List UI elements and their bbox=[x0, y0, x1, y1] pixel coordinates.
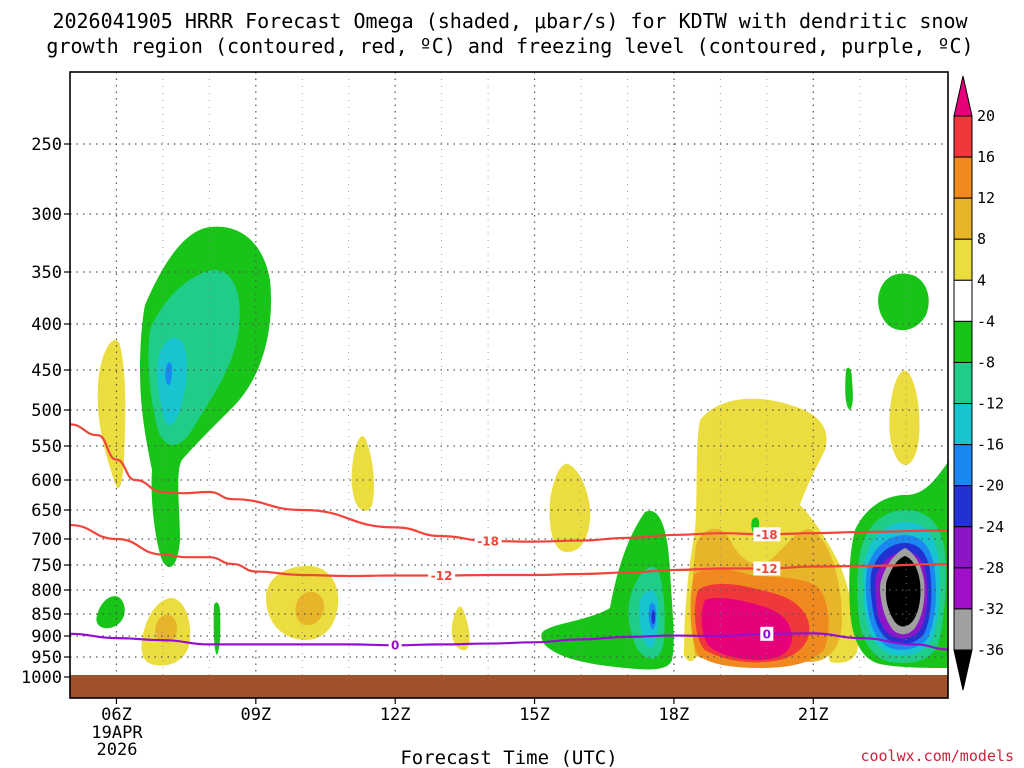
x-tick-label: 12Z bbox=[380, 705, 411, 725]
colorbar-swatch bbox=[953, 361, 973, 405]
y-tick-label: 850 bbox=[31, 605, 62, 625]
x-axis-title: Forecast Time (UTC) bbox=[400, 747, 617, 768]
omega-area-green bbox=[845, 367, 853, 410]
colorbar-label: 8 bbox=[977, 230, 986, 248]
omega-area-yellow bbox=[451, 606, 470, 651]
x-tick-label: 15Z bbox=[519, 705, 550, 725]
omega-area-cyan bbox=[157, 337, 187, 426]
colorbar-swatch bbox=[953, 197, 973, 240]
x-tick-label: 21Z bbox=[798, 705, 829, 725]
y-tick-label: 350 bbox=[31, 263, 62, 283]
contour-label-bg bbox=[753, 561, 781, 576]
colorbar-label: 20 bbox=[977, 107, 995, 125]
omega-area-yellow bbox=[97, 339, 126, 489]
omega-area-blue bbox=[165, 362, 172, 386]
omega-area-green bbox=[213, 602, 221, 655]
omega-area-magenta bbox=[701, 597, 792, 660]
colorbar-label: 4 bbox=[977, 271, 986, 289]
colorbar-label: -20 bbox=[977, 477, 1004, 495]
omega-area-orange bbox=[155, 614, 178, 643]
plot-grid bbox=[70, 72, 948, 675]
plot-frame bbox=[69, 71, 949, 699]
colorbar-label: -12 bbox=[977, 395, 1004, 413]
colorbar-label: -24 bbox=[977, 518, 1004, 536]
contour-label-bg bbox=[753, 527, 781, 542]
contour-label: 0 bbox=[391, 639, 399, 653]
contour-label: -18 bbox=[477, 535, 499, 549]
y-tick-label: 500 bbox=[31, 401, 62, 421]
colorbar-swatch bbox=[953, 403, 973, 446]
y-tick-label: 600 bbox=[31, 471, 62, 491]
colorbar-label: 16 bbox=[977, 148, 995, 166]
x-tick-label: 09Z bbox=[240, 705, 271, 725]
contour-label-bg bbox=[388, 638, 402, 653]
contour-label: -12 bbox=[431, 569, 453, 583]
y-tick-label: 450 bbox=[31, 361, 62, 381]
y-tick-label: 550 bbox=[31, 437, 62, 457]
omega-area-yellow bbox=[889, 370, 920, 465]
colorbar-swatch bbox=[953, 238, 973, 281]
colorbar-label: -28 bbox=[977, 559, 1004, 577]
date-label-year: 2026 bbox=[97, 740, 138, 760]
x-axis-time: 06Z 09Z 12Z 15Z 18Z 21Z bbox=[101, 698, 829, 725]
colorbar-swatch bbox=[953, 115, 973, 158]
omega-area-yellow bbox=[351, 436, 374, 511]
contour-label: -12 bbox=[756, 562, 778, 576]
y-tick-label: 400 bbox=[31, 315, 62, 335]
y-tick-label: 900 bbox=[31, 627, 62, 647]
credit-text: coolwx.com/models bbox=[860, 747, 1014, 765]
temperature-contours: -18 -18 -12 -12 0 0 bbox=[70, 423, 948, 653]
colorbar-swatch bbox=[953, 485, 973, 528]
contour-freezing-level-0 bbox=[70, 632, 948, 651]
omega-area-yellow bbox=[549, 463, 591, 553]
y-tick-label: 800 bbox=[31, 581, 62, 601]
colorbar-label: -16 bbox=[977, 436, 1004, 454]
y-tick-label: 250 bbox=[31, 135, 62, 155]
ground-strip bbox=[70, 675, 948, 698]
omega-area-green bbox=[878, 273, 929, 331]
contour-label-bg bbox=[428, 568, 456, 583]
contour-label: 0 bbox=[763, 627, 771, 641]
colorbar-swatch bbox=[953, 567, 973, 610]
y-tick-label: 300 bbox=[31, 205, 62, 225]
y-tick-label: 750 bbox=[31, 556, 62, 576]
colorbar-triangle-top bbox=[953, 75, 973, 117]
colorbar-swatch bbox=[953, 608, 973, 651]
omega-area-black bbox=[885, 556, 921, 627]
colorbar-swatch bbox=[953, 320, 973, 363]
y-tick-label: 700 bbox=[31, 530, 62, 550]
omega-area-orange bbox=[295, 591, 325, 625]
contour-label: -18 bbox=[756, 528, 778, 542]
colorbar-swatch bbox=[953, 156, 973, 199]
colorbar-swatch bbox=[953, 526, 973, 569]
colorbar-triangle-bottom bbox=[953, 649, 973, 691]
contour-label-bg bbox=[474, 534, 502, 549]
colorbar-label: -36 bbox=[977, 641, 1004, 659]
colorbar-label: -32 bbox=[977, 600, 1004, 618]
y-tick-label: 1000 bbox=[21, 668, 62, 688]
chart-title-line1: 2026041905 HRRR Forecast Omega (shaded, … bbox=[52, 9, 968, 33]
chart-title-line2: growth region (contoured, red, ºC) and f… bbox=[46, 34, 973, 58]
colorbar-label: 12 bbox=[977, 189, 995, 207]
x-tick-label: 06Z bbox=[101, 705, 132, 725]
omega-shading bbox=[96, 226, 948, 670]
x-tick-label: 18Z bbox=[659, 705, 690, 725]
colorbar-swatch bbox=[953, 444, 973, 487]
colorbar-label: -4 bbox=[977, 312, 995, 330]
contour-label-bg bbox=[760, 626, 774, 641]
y-tick-label: 650 bbox=[31, 501, 62, 521]
colorbar-swatch bbox=[953, 279, 973, 322]
date-label-day: 19APR bbox=[91, 723, 143, 743]
y-axis-pressure: 2503003504004505005506006507007508008509… bbox=[21, 135, 70, 688]
y-tick-label: 950 bbox=[31, 648, 62, 668]
colorbar: 20 16 12 8 4 -4 -8 -12 -16 -20 -24 -28 -32 -36 bbox=[953, 75, 1004, 691]
colorbar-label: -8 bbox=[977, 353, 995, 371]
omega-area-green bbox=[96, 596, 125, 629]
omega-area-blue-dark bbox=[651, 610, 655, 625]
